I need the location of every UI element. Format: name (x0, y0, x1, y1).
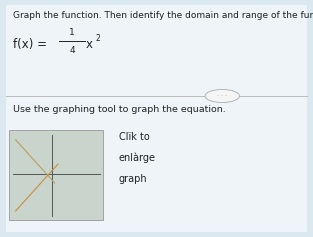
Text: f(x) =: f(x) = (13, 38, 50, 51)
Text: Clïk to: Clïk to (119, 132, 150, 141)
Text: 2: 2 (95, 34, 100, 43)
Ellipse shape (205, 90, 239, 103)
Text: Graph the function. Then identify the domain and range of the function.: Graph the function. Then identify the do… (13, 11, 313, 20)
FancyBboxPatch shape (6, 5, 307, 232)
Text: enlàrge: enlàrge (119, 153, 156, 163)
Text: 4: 4 (69, 46, 75, 55)
Text: Use the graphing tool to graph the equation.: Use the graphing tool to graph the equat… (13, 105, 225, 114)
Text: graph: graph (119, 174, 147, 184)
Text: · · ·: · · · (217, 93, 227, 99)
Text: x: x (86, 38, 93, 51)
Text: 1: 1 (69, 28, 75, 37)
FancyBboxPatch shape (9, 130, 103, 220)
